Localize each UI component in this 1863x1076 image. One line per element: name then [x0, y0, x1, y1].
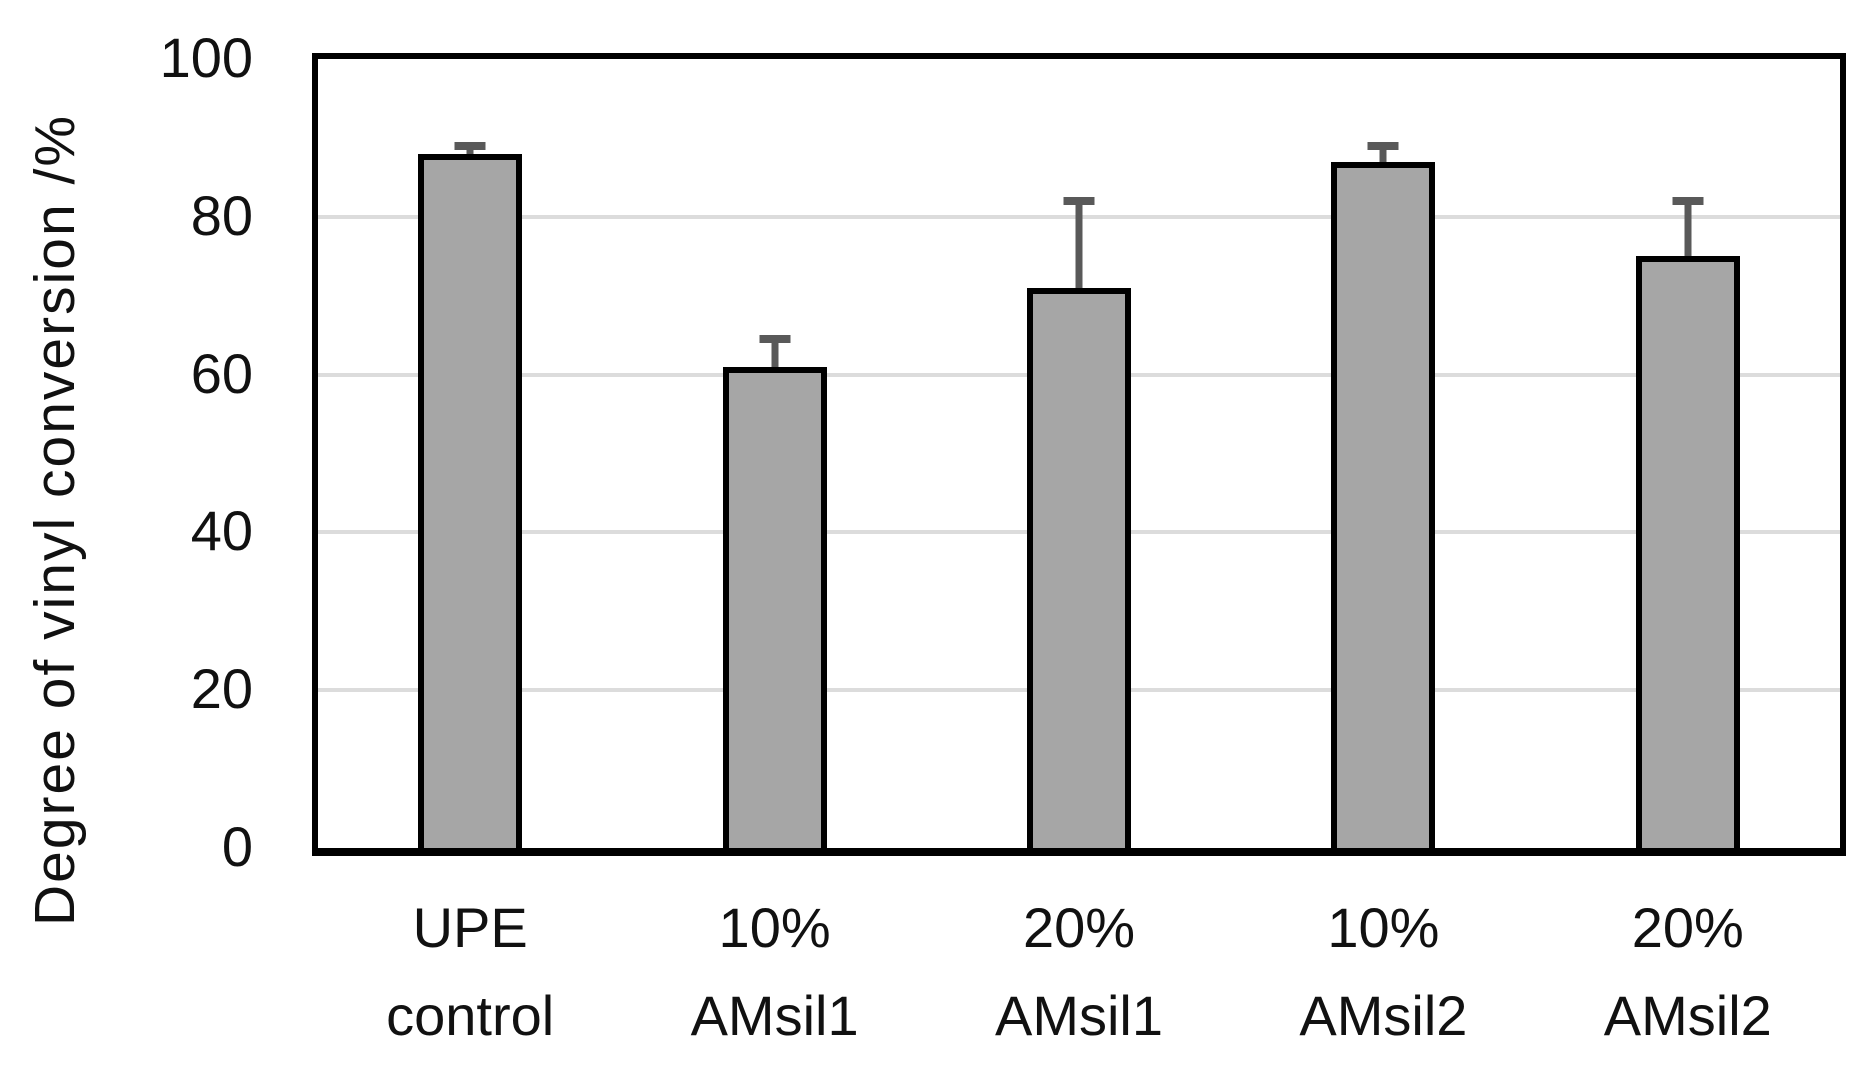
- x-category-label: 20% AMsil2: [1604, 884, 1772, 1060]
- y-tick-label-40: 40: [190, 499, 253, 563]
- bar-group: [1536, 59, 1840, 848]
- error-bar: [1684, 201, 1692, 257]
- x-category-label-line: UPE: [412, 896, 528, 959]
- x-category-label-line: 20%: [1631, 896, 1744, 959]
- bar: [1635, 256, 1740, 848]
- bar-group: [622, 59, 926, 848]
- error-bar-cap: [759, 335, 791, 344]
- error-bar-cap: [1672, 197, 1704, 206]
- bar-group: [1231, 59, 1535, 848]
- error-bar-cap: [454, 141, 486, 150]
- x-category-label-line: AMsil1: [690, 984, 859, 1047]
- x-category-label: 20% AMsil1: [995, 884, 1163, 1060]
- y-axis-title: Degree of vinyl conversion /%: [23, 113, 87, 927]
- x-category-label-line: AMsil2: [1299, 984, 1468, 1047]
- y-tick-label-20: 20: [190, 657, 253, 721]
- x-category-label-line: AMsil2: [1603, 984, 1772, 1047]
- y-tick-label-0: 0: [221, 815, 253, 879]
- error-bar: [1075, 201, 1083, 288]
- error-bar-cap: [1063, 197, 1095, 206]
- x-category-label-line: control: [386, 984, 555, 1047]
- x-category-label-line: 20%: [1022, 896, 1136, 959]
- error-bar: [771, 339, 779, 367]
- x-category-label: 10% AMsil1: [691, 884, 859, 1060]
- bar-group: [318, 59, 622, 848]
- bar: [1331, 161, 1436, 848]
- y-tick-label-60: 60: [190, 341, 253, 405]
- bar: [418, 153, 523, 848]
- plot-area: [312, 53, 1846, 856]
- bar: [1026, 287, 1131, 848]
- bar-group: [927, 59, 1231, 848]
- x-category-label-line: AMsil1: [994, 984, 1164, 1047]
- x-category-label-line: 10%: [718, 896, 831, 959]
- x-category-label: 10% AMsil2: [1299, 884, 1467, 1060]
- x-category-label-line: 10%: [1327, 896, 1440, 959]
- error-bar: [1379, 145, 1387, 162]
- x-category-label: UPE control: [386, 884, 554, 1060]
- y-tick-label-80: 80: [190, 183, 253, 247]
- bar: [722, 366, 827, 848]
- error-bar-cap: [1367, 141, 1399, 150]
- y-tick-label-100: 100: [159, 26, 253, 90]
